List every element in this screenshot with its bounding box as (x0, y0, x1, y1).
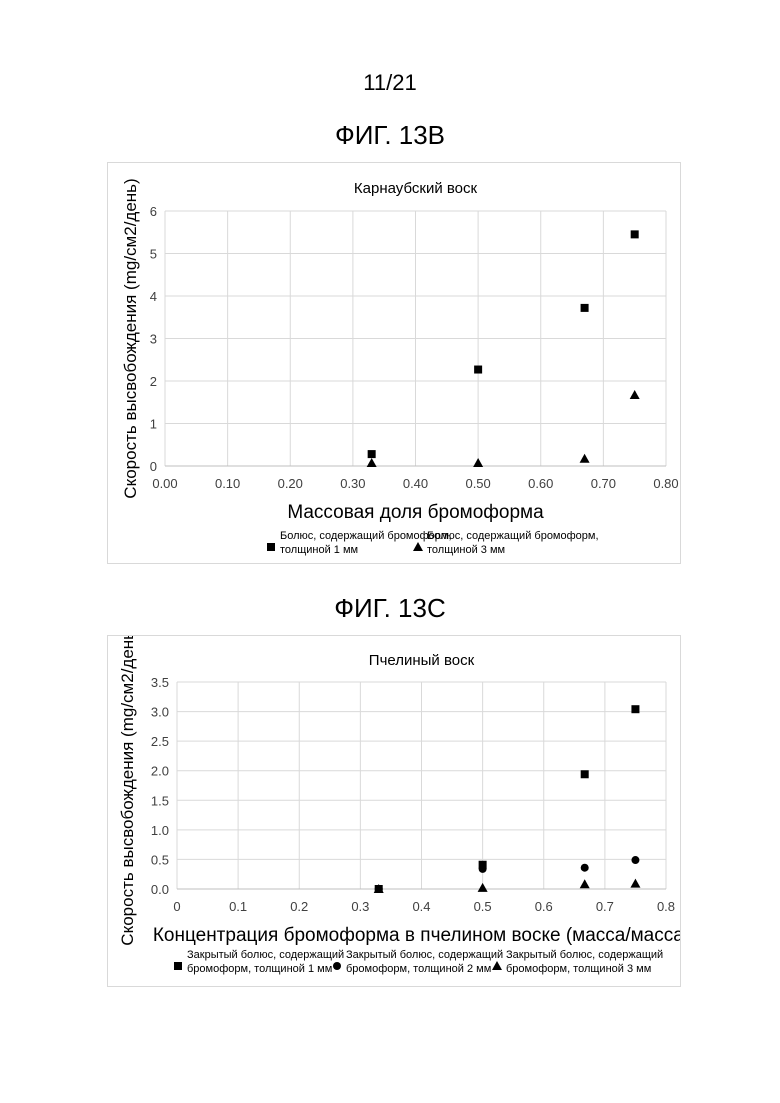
y-tick-label: 1.5 (151, 793, 169, 808)
x-tick-label: 0.10 (215, 476, 240, 491)
legend-marker-triangle (492, 961, 502, 970)
legend-label: толщиной 3 мм (427, 544, 505, 556)
y-tick-label: 4 (150, 289, 157, 304)
data-point-triangle (630, 390, 640, 399)
x-axis-label: Массовая доля бромоформа (287, 502, 544, 523)
x-tick-label: 0.6 (535, 899, 553, 914)
data-point-circle (581, 864, 589, 872)
data-point-square (631, 705, 639, 713)
x-tick-label: 0.1 (229, 899, 247, 914)
x-tick-label: 0.8 (657, 899, 675, 914)
chart-beeswax: Пчелиный воск 0 0.1 0.2 0.3 0.4 0.5 0.6 0.7 0.8 0.… (107, 635, 681, 987)
y-tick-label: 2.5 (151, 734, 169, 749)
x-tick-label: 0.60 (528, 476, 553, 491)
x-tick-label: 0.5 (474, 899, 492, 914)
legend-label: Болюс, содержащий бромоформ, (280, 530, 452, 542)
y-tick-label: 0.0 (151, 882, 169, 897)
data-point-triangle (478, 883, 488, 892)
y-axis-label: Скорость высвобождения (mg/см2/день) (121, 178, 140, 498)
figure-13b-title: ФИГ. 13В (0, 120, 780, 151)
y-tick-label: 2.0 (151, 764, 169, 779)
x-tick-label: 0.4 (412, 899, 430, 914)
chart-title: Пчелиный воск (369, 652, 475, 669)
x-tick-label: 0.3 (351, 899, 369, 914)
y-tick-label: 6 (150, 204, 157, 219)
legend-marker-triangle (413, 542, 423, 551)
data-point-triangle (630, 879, 640, 888)
y-tick-label: 3.5 (151, 675, 169, 690)
y-tick-label: 0.5 (151, 852, 169, 867)
y-tick-label: 5 (150, 247, 157, 262)
y-tick-label: 1.0 (151, 823, 169, 838)
x-tick-label: 0.00 (152, 476, 177, 491)
data-point-triangle (367, 458, 377, 467)
x-tick-label: 0.80 (653, 476, 678, 491)
y-tick-label: 1 (150, 417, 157, 432)
data-point-square (368, 450, 376, 458)
chart-beeswax-svg: Пчелиный воск 0 0.1 0.2 0.3 0.4 0.5 0.6 0.7 0.8 0.… (108, 636, 680, 986)
legend-label: Закрытый болюс, содержащий (506, 949, 663, 961)
legend-marker-circle (333, 962, 341, 970)
x-tick-label: 0 (173, 899, 180, 914)
x-tick-label: 0.50 (465, 476, 490, 491)
y-tick-label: 3 (150, 332, 157, 347)
page-number: 11/21 (0, 70, 780, 96)
x-tick-label: 0.20 (278, 476, 303, 491)
legend-marker-square (267, 543, 275, 551)
x-axis-label: Концентрация бромоформа в пчелином воске… (153, 925, 680, 946)
legend-label: толщиной 1 мм (280, 544, 358, 556)
chart-carnauba-wax: Карнаубский воск 0.00 0.10 0.20 0.30 0.40 0.50… (107, 162, 681, 564)
x-tick-label: 0.2 (290, 899, 308, 914)
x-tick-label: 0.70 (591, 476, 616, 491)
data-point-triangle (580, 879, 590, 888)
data-point-triangle (473, 458, 483, 467)
data-point-square (581, 304, 589, 312)
figure-13c-title: ФИГ. 13С (0, 593, 780, 624)
data-point-triangle (580, 454, 590, 463)
chart-title: Карнаубский воск (354, 180, 478, 197)
data-point-square (631, 230, 639, 238)
legend-marker-square (174, 962, 182, 970)
legend-label: Закрытый болюс, содержащий (187, 949, 344, 961)
data-point-square (474, 366, 482, 374)
legend-label: Закрытый болюс, содержащий (346, 949, 503, 961)
y-axis-label: Скорость высвобождения (mg/см2/день) (118, 636, 137, 946)
x-tick-label: 0.30 (340, 476, 365, 491)
x-tick-label: 0.40 (403, 476, 428, 491)
y-tick-label: 2 (150, 374, 157, 389)
legend-label: бромоформ, толщиной 2 мм (346, 963, 491, 975)
data-point-square (581, 770, 589, 778)
legend-label: бромоформ, толщиной 3 мм (506, 963, 651, 975)
data-point-circle (631, 856, 639, 864)
y-tick-label: 0 (150, 459, 157, 474)
data-point-circle (479, 865, 487, 873)
x-tick-label: 0.7 (596, 899, 614, 914)
y-tick-label: 3.0 (151, 705, 169, 720)
legend-label: Болюс, содержащий бромоформ, (427, 530, 599, 542)
chart-carnauba-svg: Карнаубский воск 0.00 0.10 0.20 0.30 0.40 0.50… (108, 163, 680, 563)
legend-label: бромоформ, толщиной 1 мм (187, 963, 332, 975)
